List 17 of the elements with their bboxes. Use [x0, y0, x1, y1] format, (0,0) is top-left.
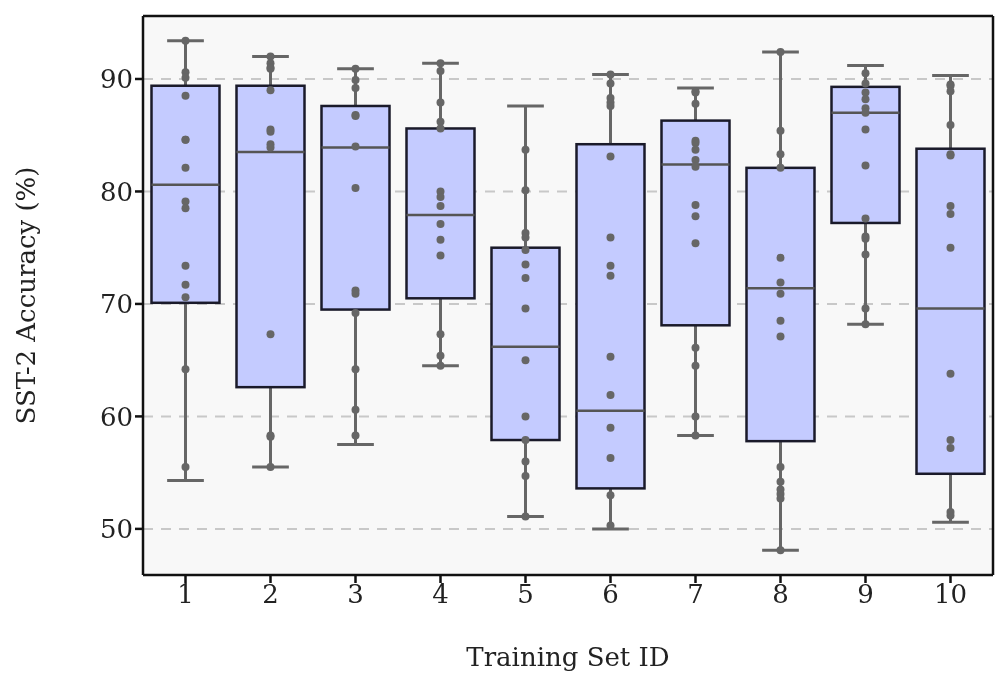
y-tick-label: 80 [99, 176, 133, 207]
x-axis-title: Training Set ID [466, 642, 670, 672]
x-tick-label: 7 [687, 579, 704, 610]
x-tick-label: 9 [857, 579, 874, 610]
x-tick-label: 10 [933, 579, 968, 610]
x-tick-label: 6 [602, 579, 619, 610]
x-tick-label: 1 [177, 579, 194, 610]
y-tick-label: 60 [99, 401, 133, 432]
x-tick-label: 4 [432, 579, 449, 610]
x-tick-label: 8 [772, 579, 789, 610]
x-tick-label: 5 [517, 579, 534, 610]
y-tick-label: 90 [99, 64, 133, 95]
x-tick-label: 2 [262, 579, 279, 610]
y-tick-label: 70 [99, 289, 133, 320]
x-tick-label: 3 [347, 579, 364, 610]
y-tick-label: 50 [99, 514, 133, 545]
y-axis-title: SST-2 Accuracy (%) [11, 166, 42, 425]
